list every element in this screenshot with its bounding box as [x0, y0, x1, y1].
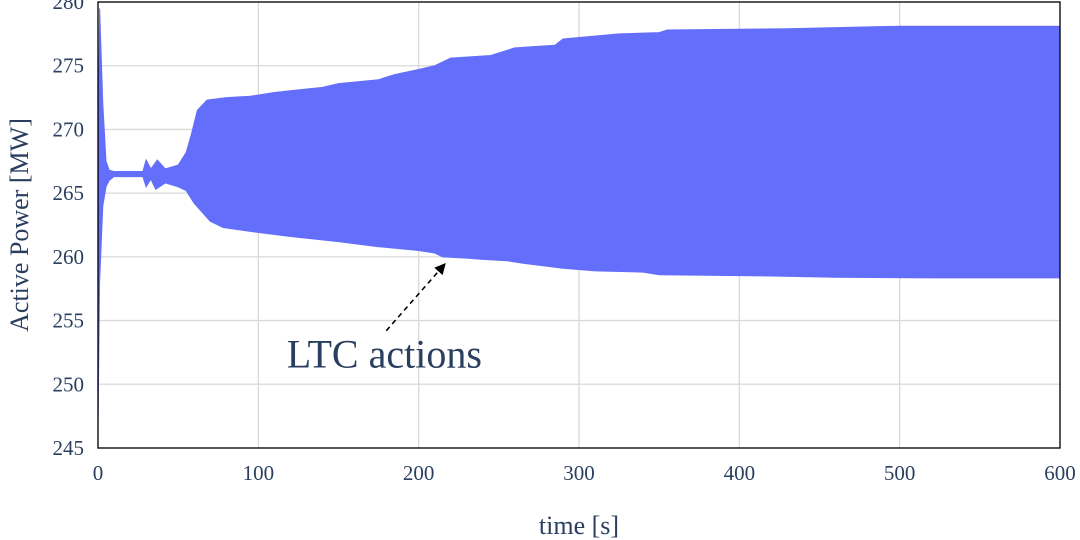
x-tick-label: 500 — [884, 461, 916, 485]
y-tick-label: 260 — [53, 245, 85, 269]
y-axis-title: Active Power [MW] — [5, 118, 34, 332]
tick-labels: 0 100 200 300 400 500 600 245 250 255 260 265 270 275… — [53, 0, 1076, 485]
y-tick-label: 265 — [53, 181, 85, 205]
x-tick-label: 100 — [243, 461, 275, 485]
annotation-text: LTC actions — [287, 332, 482, 377]
y-tick-label: 280 — [53, 0, 85, 14]
y-tick-label: 270 — [53, 117, 85, 141]
y-tick-label: 275 — [53, 54, 85, 78]
annotations: LTC actions — [287, 262, 482, 377]
x-axis-title: time [s] — [539, 511, 619, 540]
x-tick-label: 0 — [93, 461, 104, 485]
y-tick-label: 250 — [53, 372, 85, 396]
plot-frame — [97, 1, 1061, 449]
x-tick-label: 300 — [563, 461, 595, 485]
x-tick-label: 200 — [403, 461, 435, 485]
y-tick-label: 245 — [53, 436, 85, 460]
x-tick-label: 600 — [1044, 461, 1076, 485]
annotation-arrow — [385, 262, 446, 332]
y-tick-label: 255 — [53, 309, 85, 333]
x-tick-label: 400 — [724, 461, 756, 485]
